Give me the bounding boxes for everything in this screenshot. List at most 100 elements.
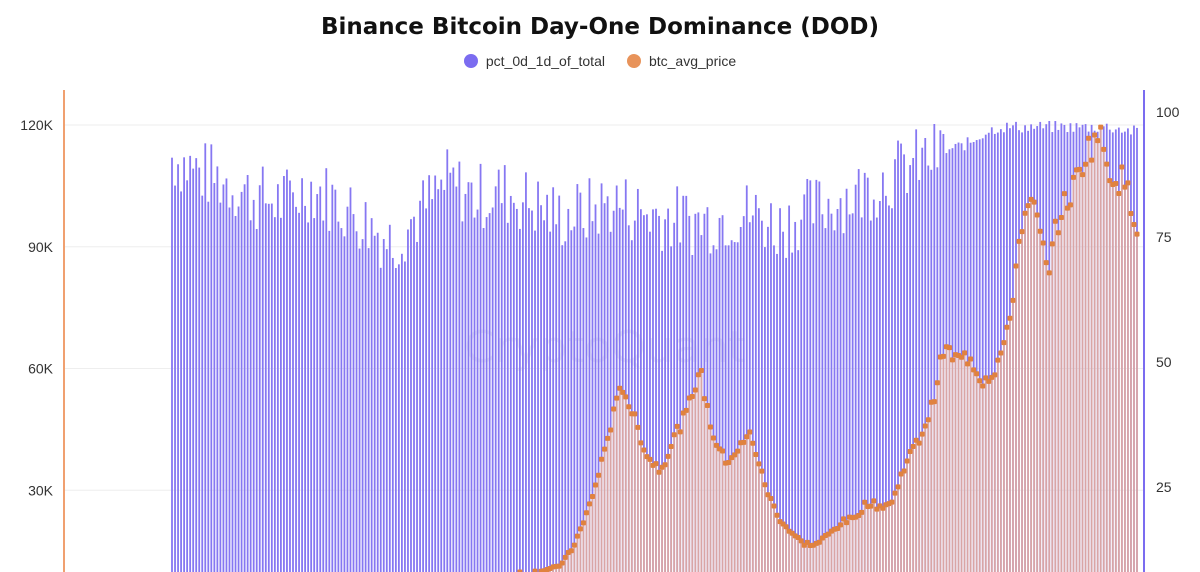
price-point: [638, 440, 644, 446]
price-point: [901, 468, 907, 474]
price-point: [720, 448, 726, 454]
pct-bar: [204, 143, 207, 572]
price-point: [608, 427, 614, 433]
price-fill-bar: [633, 413, 636, 572]
legend-item-pct-0d-1d[interactable]: pct_0d_1d_of_total: [463, 53, 605, 69]
price-fill-bar: [1127, 182, 1129, 572]
price-point: [1070, 174, 1076, 180]
price-point: [707, 424, 713, 430]
price-fill-bar: [999, 352, 1002, 572]
price-fill-bar: [1009, 318, 1011, 572]
price-point: [1004, 324, 1010, 330]
price-point: [995, 357, 1001, 363]
price-fill-bar: [912, 446, 915, 572]
pct-bar: [824, 228, 827, 572]
pct-bar: [924, 138, 927, 572]
pct-bar: [343, 236, 346, 572]
pct-bar: [540, 205, 542, 572]
price-fill-bar: [803, 545, 806, 572]
price-fill-bar: [903, 470, 905, 572]
price-point: [580, 520, 586, 526]
price-fill-bar: [615, 398, 618, 572]
pct-bar: [891, 208, 893, 572]
left-tick-label: 120K: [20, 117, 53, 133]
price-fill-bar: [770, 498, 772, 572]
pct-bar: [267, 203, 270, 572]
price-fill-bar: [776, 515, 778, 572]
pct-bar: [733, 242, 736, 572]
price-fill-bar: [1120, 166, 1123, 572]
pct-bar: [255, 229, 258, 572]
pct-bar: [836, 209, 839, 572]
pct-bar: [531, 210, 533, 572]
price-point: [677, 429, 683, 435]
price-point: [1113, 181, 1119, 187]
pct-bar: [760, 220, 763, 572]
pct-bar: [270, 203, 273, 572]
price-fill-bar: [764, 484, 766, 572]
price-fill-bar: [1123, 187, 1126, 572]
price-fill-bar: [636, 427, 639, 572]
pct-bar: [942, 133, 945, 572]
price-fill-bar: [1078, 169, 1081, 572]
pct-bar: [201, 195, 204, 572]
price-point: [1101, 146, 1107, 152]
pct-bar: [328, 230, 331, 572]
pct-bar: [975, 140, 978, 572]
pct-bar: [476, 209, 479, 572]
pct-bar: [416, 241, 418, 572]
price-fill-bar: [993, 374, 996, 572]
pct-bar: [437, 189, 440, 572]
pct-bar: [316, 194, 319, 572]
price-point: [614, 395, 620, 401]
price-point: [838, 522, 844, 528]
pct-bar: [394, 268, 397, 572]
pct-bar: [246, 175, 249, 572]
price-point: [668, 443, 674, 449]
price-fill-bar: [585, 512, 588, 572]
price-point: [1125, 180, 1131, 186]
pct-bar: [863, 172, 866, 572]
price-fill-bar: [709, 427, 712, 572]
price-fill-bar: [1051, 243, 1054, 572]
pct-bar: [458, 161, 461, 572]
price-point: [562, 554, 568, 560]
pct-bar: [718, 217, 721, 572]
pct-bar: [676, 186, 679, 572]
pct-bar: [273, 217, 276, 572]
price-fill-bar: [851, 517, 854, 572]
price-point: [1116, 191, 1122, 197]
right-axis-ticks: 25 50 75 100: [1156, 104, 1180, 495]
pct-bar: [809, 180, 812, 572]
pct-bar: [174, 185, 176, 572]
price-fill-bar: [715, 445, 718, 572]
price-point: [1131, 222, 1137, 228]
price-point: [1080, 172, 1086, 178]
legend-item-btc-avg-price[interactable]: btc_avg_price: [626, 53, 736, 69]
price-fill-bar: [966, 363, 969, 572]
price-point: [1001, 340, 1007, 346]
price-fill-bar: [718, 448, 721, 572]
price-fill-bar: [1015, 265, 1017, 572]
price-point: [1061, 191, 1067, 197]
pct-bar: [869, 220, 872, 572]
price-fill-bar: [567, 552, 570, 572]
pct-bar: [249, 220, 252, 572]
right-tick-label: 100: [1156, 104, 1180, 120]
pct-bar: [497, 169, 500, 572]
pct-bar: [827, 198, 830, 572]
price-point: [868, 503, 874, 509]
price-fill-bar: [954, 354, 957, 572]
price-fill-bar: [824, 535, 827, 572]
price-point: [971, 367, 977, 373]
left-tick-label: 30K: [28, 482, 54, 498]
price-fill-bar: [996, 360, 999, 572]
price-fill-bar: [661, 467, 663, 572]
pct-bar: [582, 228, 585, 572]
pct-bar: [821, 214, 824, 572]
pct-bar: [491, 207, 494, 572]
pct-bar: [782, 231, 784, 572]
pct-bar: [797, 250, 800, 572]
pct-bar: [216, 166, 219, 572]
pct-bar: [222, 184, 225, 572]
